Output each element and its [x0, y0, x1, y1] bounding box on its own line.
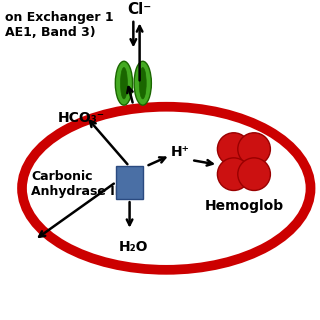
- Ellipse shape: [115, 61, 132, 105]
- Text: H⁺: H⁺: [171, 145, 190, 159]
- Text: on Exchanger 1
AE1, Band 3): on Exchanger 1 AE1, Band 3): [5, 11, 113, 39]
- Circle shape: [238, 158, 270, 190]
- Text: Carbonic
Anhydrase II: Carbonic Anhydrase II: [31, 170, 120, 197]
- Text: Cl⁻: Cl⁻: [127, 2, 152, 17]
- Text: H₂O: H₂O: [119, 240, 148, 254]
- Circle shape: [217, 158, 250, 190]
- Bar: [116, 166, 143, 199]
- Text: Hemoglob: Hemoglob: [205, 199, 284, 213]
- Ellipse shape: [139, 68, 146, 99]
- Text: HCO₃⁻: HCO₃⁻: [58, 111, 105, 125]
- Ellipse shape: [134, 61, 151, 105]
- Ellipse shape: [121, 68, 127, 99]
- Circle shape: [238, 133, 270, 165]
- Circle shape: [217, 133, 250, 165]
